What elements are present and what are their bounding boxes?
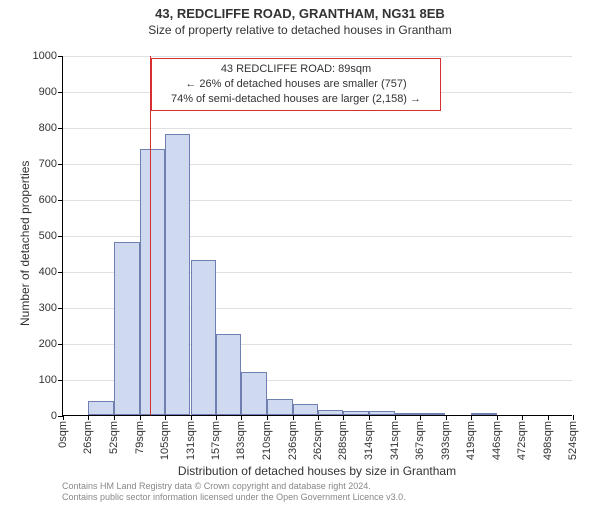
x-tick-label: 498sqm	[542, 421, 554, 460]
y-tick-label: 100	[39, 374, 57, 386]
x-tick-mark	[293, 415, 294, 420]
y-tick-label: 700	[39, 158, 57, 170]
x-tick-mark	[343, 415, 344, 420]
histogram-bar	[369, 411, 395, 415]
x-tick-label: 393sqm	[440, 421, 452, 460]
x-tick-label: 79sqm	[134, 421, 146, 454]
histogram-bar	[216, 334, 241, 415]
y-tick-mark	[58, 56, 63, 57]
x-tick-label: 472sqm	[516, 421, 528, 460]
y-tick-mark	[58, 164, 63, 165]
y-tick-mark	[58, 236, 63, 237]
annotation-line: 74% of semi-detached houses are larger (…	[158, 92, 434, 107]
x-tick-mark	[497, 415, 498, 420]
histogram-bar	[191, 260, 216, 415]
x-tick-mark	[216, 415, 217, 420]
x-tick-label: 236sqm	[287, 421, 299, 460]
histogram-bar	[343, 411, 368, 415]
x-tick-mark	[420, 415, 421, 420]
gridline	[63, 128, 572, 129]
page-subtitle: Size of property relative to detached ho…	[0, 23, 600, 37]
y-tick-mark	[58, 344, 63, 345]
attribution-line: Contains public sector information licen…	[62, 492, 406, 503]
x-tick-mark	[191, 415, 192, 420]
x-tick-label: 210sqm	[261, 421, 273, 460]
x-tick-mark	[63, 415, 64, 420]
x-tick-label: 157sqm	[210, 421, 222, 460]
x-tick-label: 52sqm	[108, 421, 120, 454]
y-tick-label: 1000	[33, 50, 57, 62]
x-tick-label: 105sqm	[159, 421, 171, 460]
histogram-bar	[88, 401, 113, 415]
y-tick-mark	[58, 380, 63, 381]
y-tick-mark	[58, 272, 63, 273]
y-tick-label: 300	[39, 302, 57, 314]
histogram-bar	[318, 410, 343, 415]
histogram-bar	[114, 242, 140, 415]
y-tick-mark	[58, 200, 63, 201]
histogram-bar	[293, 404, 318, 415]
x-axis-label: Distribution of detached houses by size …	[62, 464, 572, 478]
x-tick-mark	[395, 415, 396, 420]
histogram-bar	[395, 413, 420, 415]
x-tick-label: 367sqm	[414, 421, 426, 460]
gridline	[63, 56, 572, 57]
y-tick-label: 800	[39, 122, 57, 134]
x-tick-mark	[165, 415, 166, 420]
x-tick-mark	[369, 415, 370, 420]
x-tick-mark	[446, 415, 447, 420]
x-tick-label: 131sqm	[185, 421, 197, 460]
x-tick-mark	[522, 415, 523, 420]
histogram-chart: 010020030040050060070080090010000sqm26sq…	[62, 56, 572, 416]
y-tick-label: 500	[39, 230, 57, 242]
x-tick-mark	[140, 415, 141, 420]
plot-area: 010020030040050060070080090010000sqm26sq…	[62, 56, 572, 416]
x-tick-mark	[267, 415, 268, 420]
annotation-line: ← 26% of detached houses are smaller (75…	[158, 77, 434, 92]
x-tick-mark	[548, 415, 549, 420]
histogram-bar	[267, 399, 292, 415]
histogram-bar	[471, 413, 497, 415]
x-tick-mark	[88, 415, 89, 420]
x-tick-label: 183sqm	[235, 421, 247, 460]
page-title: 43, REDCLIFFE ROAD, GRANTHAM, NG31 8EB	[0, 6, 600, 21]
y-tick-mark	[58, 92, 63, 93]
histogram-bar	[420, 413, 445, 415]
y-tick-label: 900	[39, 86, 57, 98]
annotation-box: 43 REDCLIFFE ROAD: 89sqm← 26% of detache…	[151, 58, 441, 111]
attribution-line: Contains HM Land Registry data © Crown c…	[62, 481, 406, 492]
annotation-line: 43 REDCLIFFE ROAD: 89sqm	[158, 62, 434, 77]
x-tick-mark	[471, 415, 472, 420]
x-tick-label: 288sqm	[337, 421, 349, 460]
x-tick-label: 262sqm	[312, 421, 324, 460]
x-tick-label: 524sqm	[567, 421, 579, 460]
x-tick-label: 26sqm	[82, 421, 94, 454]
x-tick-label: 314sqm	[363, 421, 375, 460]
histogram-bar	[140, 149, 165, 415]
x-tick-label: 0sqm	[57, 421, 69, 448]
x-tick-mark	[573, 415, 574, 420]
x-tick-label: 446sqm	[491, 421, 503, 460]
histogram-bar	[165, 134, 190, 415]
histogram-bar	[241, 372, 267, 415]
y-tick-label: 600	[39, 194, 57, 206]
x-tick-mark	[318, 415, 319, 420]
y-axis-label: Number of detached properties	[18, 161, 32, 326]
x-tick-label: 341sqm	[389, 421, 401, 460]
x-tick-mark	[241, 415, 242, 420]
y-tick-mark	[58, 128, 63, 129]
y-tick-label: 200	[39, 338, 57, 350]
y-tick-label: 400	[39, 266, 57, 278]
x-tick-label: 419sqm	[465, 421, 477, 460]
x-tick-mark	[114, 415, 115, 420]
y-tick-mark	[58, 308, 63, 309]
